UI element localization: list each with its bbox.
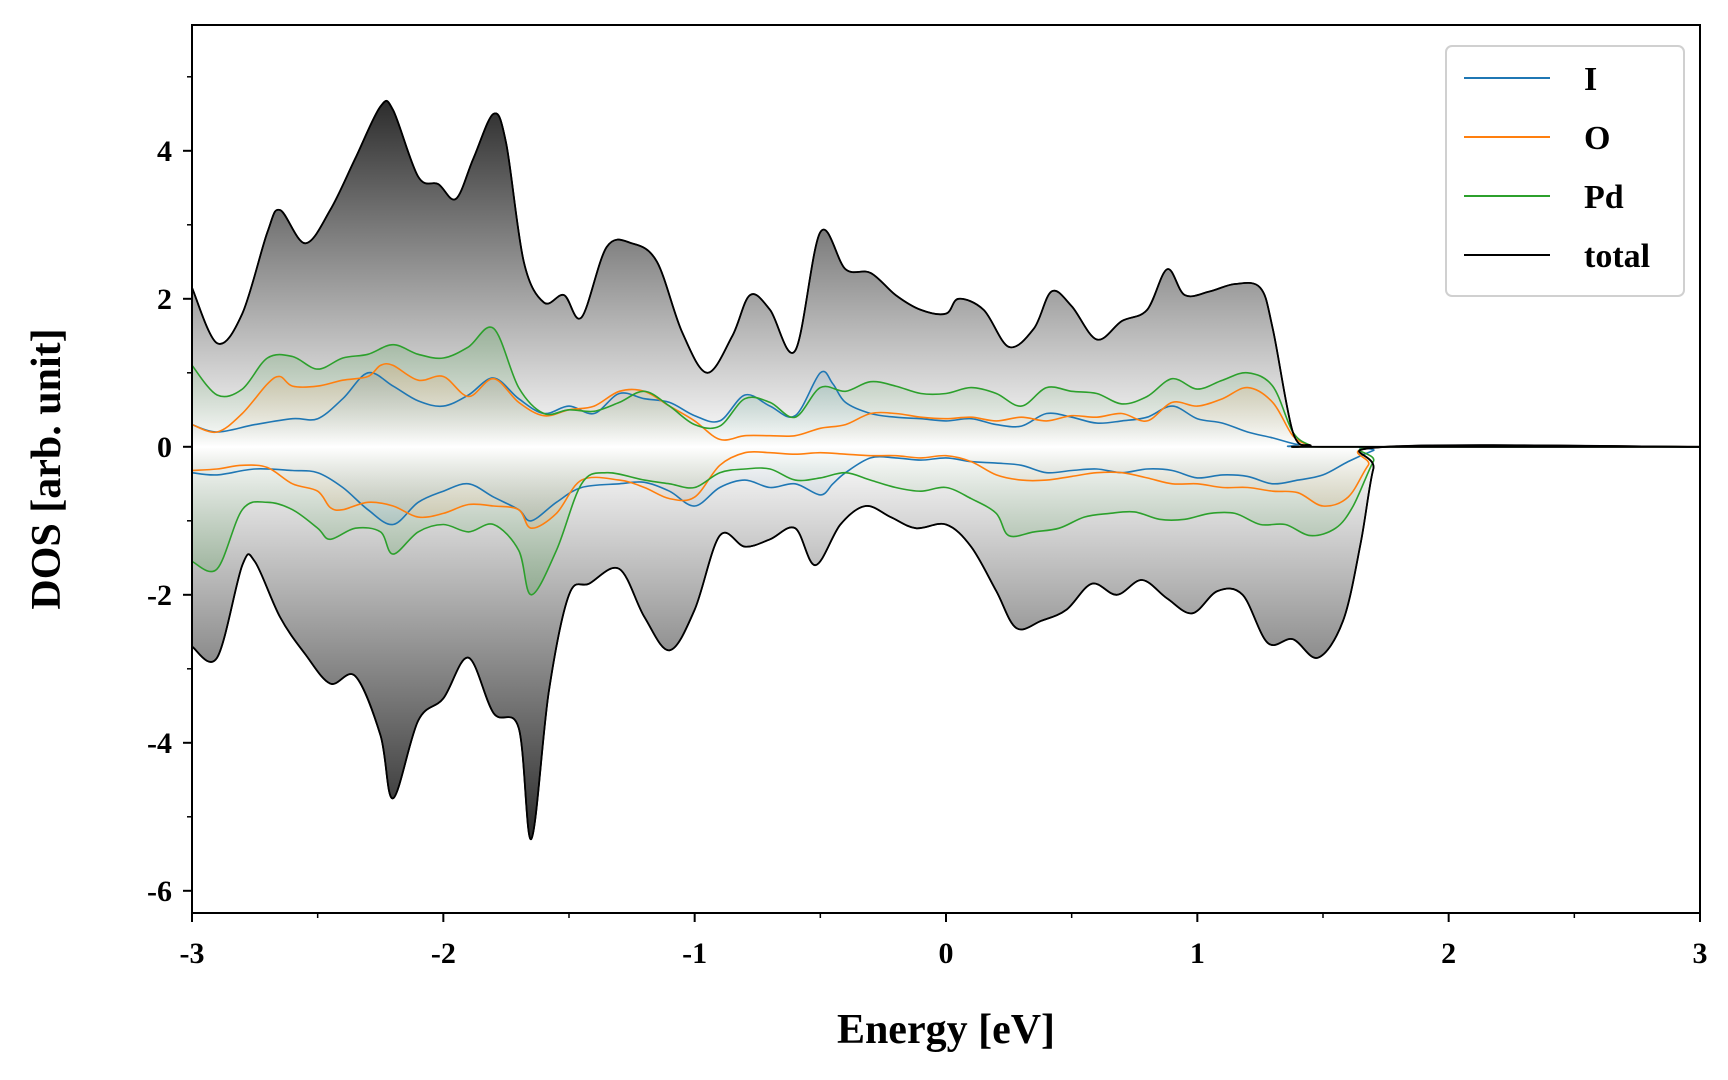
series-lines bbox=[191, 99, 1701, 840]
x-tick-label: 1 bbox=[1190, 937, 1205, 970]
legend-label-o: O bbox=[1584, 120, 1610, 157]
y-tick-label: -2 bbox=[147, 579, 172, 612]
fill-i-spin-down bbox=[192, 446, 1700, 525]
x-tick-label: -2 bbox=[431, 937, 456, 970]
legend: IO Pd total bbox=[1445, 45, 1685, 297]
x-tick-label: -3 bbox=[180, 937, 205, 970]
legend-label-i: I bbox=[1584, 61, 1597, 98]
x-tick-label: 2 bbox=[1441, 937, 1456, 970]
fill-i-spin-up bbox=[192, 371, 1700, 447]
x-axis-ticks: -3 -2 -1 0 1 2 3 bbox=[180, 913, 1708, 970]
line-total-spin-down-top bbox=[191, 444, 1701, 840]
y-tick-label: 0 bbox=[157, 431, 172, 464]
y-axis-title: DOS [arb. unit] bbox=[24, 328, 70, 609]
legend-box bbox=[1445, 45, 1685, 297]
line-i-spin-down bbox=[191, 445, 1701, 526]
line-pd-spin-up bbox=[191, 326, 1701, 448]
line-pd-spin-down bbox=[191, 444, 1701, 596]
line-o-spin-down bbox=[191, 444, 1701, 530]
x-tick-label: 3 bbox=[1693, 937, 1708, 970]
y-axis-ticks: -6 -4 -2 0 2 4 bbox=[147, 76, 192, 908]
fill-layer bbox=[192, 100, 1700, 840]
x-tick-label: 0 bbox=[939, 937, 954, 970]
x-axis-title: Energy [eV] bbox=[837, 1007, 1055, 1053]
fill-total-spin-down bbox=[192, 445, 1700, 840]
y-tick-label: -6 bbox=[147, 875, 172, 908]
y-tick-label: 2 bbox=[157, 283, 172, 316]
line-o-spin-up bbox=[191, 362, 1701, 448]
y-tick-label: 4 bbox=[157, 135, 172, 168]
fill-total-spin-up bbox=[192, 100, 1700, 447]
line-total-spin-up-top bbox=[191, 99, 1701, 448]
legend-label-total: total bbox=[1584, 238, 1650, 275]
y-tick-label: -4 bbox=[147, 727, 172, 760]
line-i-spin-up bbox=[191, 370, 1701, 448]
x-tick-label: -1 bbox=[682, 937, 707, 970]
legend-label-pd: Pd bbox=[1584, 179, 1624, 216]
